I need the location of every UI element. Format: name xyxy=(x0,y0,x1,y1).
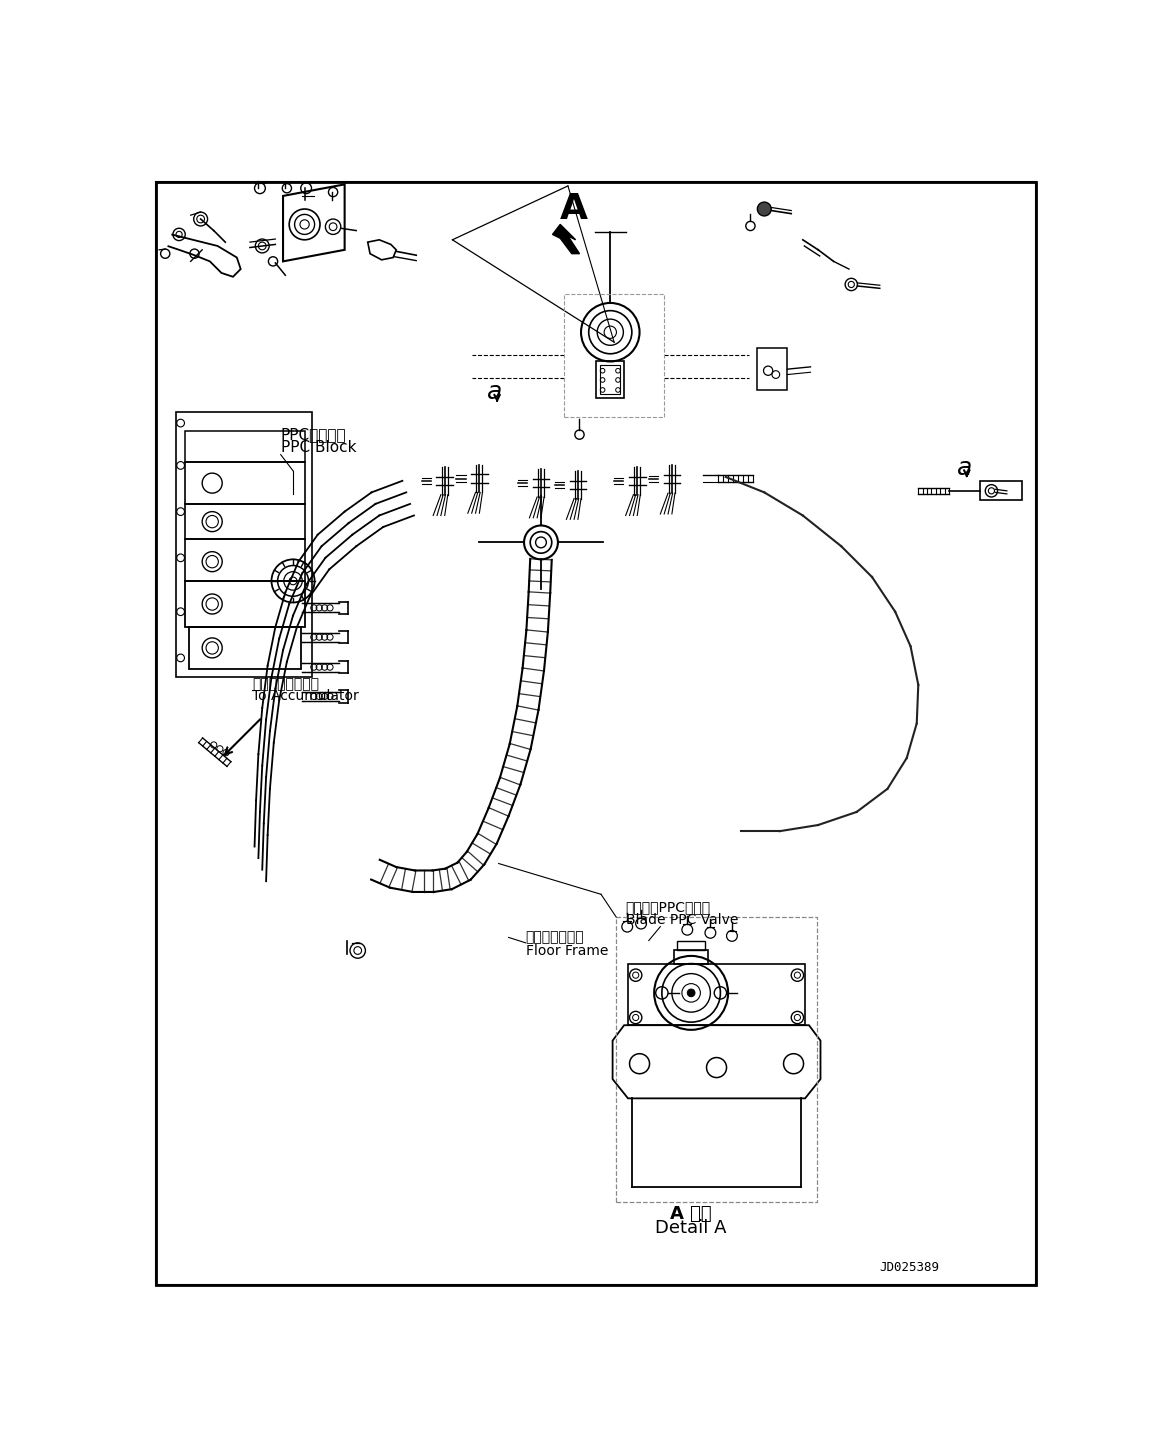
Bar xyxy=(616,917,816,1202)
Text: フロアフレーム: フロアフレーム xyxy=(526,930,584,944)
Text: a: a xyxy=(957,456,972,479)
Bar xyxy=(980,481,1022,500)
Text: PPCブロック: PPCブロック xyxy=(280,427,347,442)
Text: To Accumulator: To Accumulator xyxy=(252,689,359,703)
Text: a: a xyxy=(487,381,502,404)
Bar xyxy=(185,504,305,539)
Text: アキュムレータへ: アキュムレータへ xyxy=(252,677,319,692)
Text: PPC Block: PPC Block xyxy=(280,440,356,455)
Text: Detail A: Detail A xyxy=(656,1219,727,1237)
Bar xyxy=(190,628,301,670)
Text: A 詳細: A 詳細 xyxy=(670,1205,712,1223)
Bar xyxy=(677,940,705,950)
Text: A: A xyxy=(561,192,588,227)
Polygon shape xyxy=(552,224,579,254)
Bar xyxy=(757,347,787,389)
Bar xyxy=(185,430,305,462)
Bar xyxy=(564,294,664,417)
Bar xyxy=(185,581,305,628)
Bar xyxy=(597,360,625,398)
Bar xyxy=(185,539,305,581)
Bar xyxy=(600,365,620,394)
Bar xyxy=(628,963,805,1026)
Bar xyxy=(185,462,305,504)
Text: Floor Frame: Floor Frame xyxy=(526,943,608,958)
Text: ブレードPPCバルブ: ブレードPPCバルブ xyxy=(626,901,711,914)
Bar xyxy=(176,411,313,677)
Circle shape xyxy=(687,989,695,997)
Bar xyxy=(675,950,708,963)
Text: JD025389: JD025389 xyxy=(879,1261,940,1274)
Circle shape xyxy=(757,202,771,216)
Text: Blade PPC Valve: Blade PPC Valve xyxy=(626,912,739,927)
